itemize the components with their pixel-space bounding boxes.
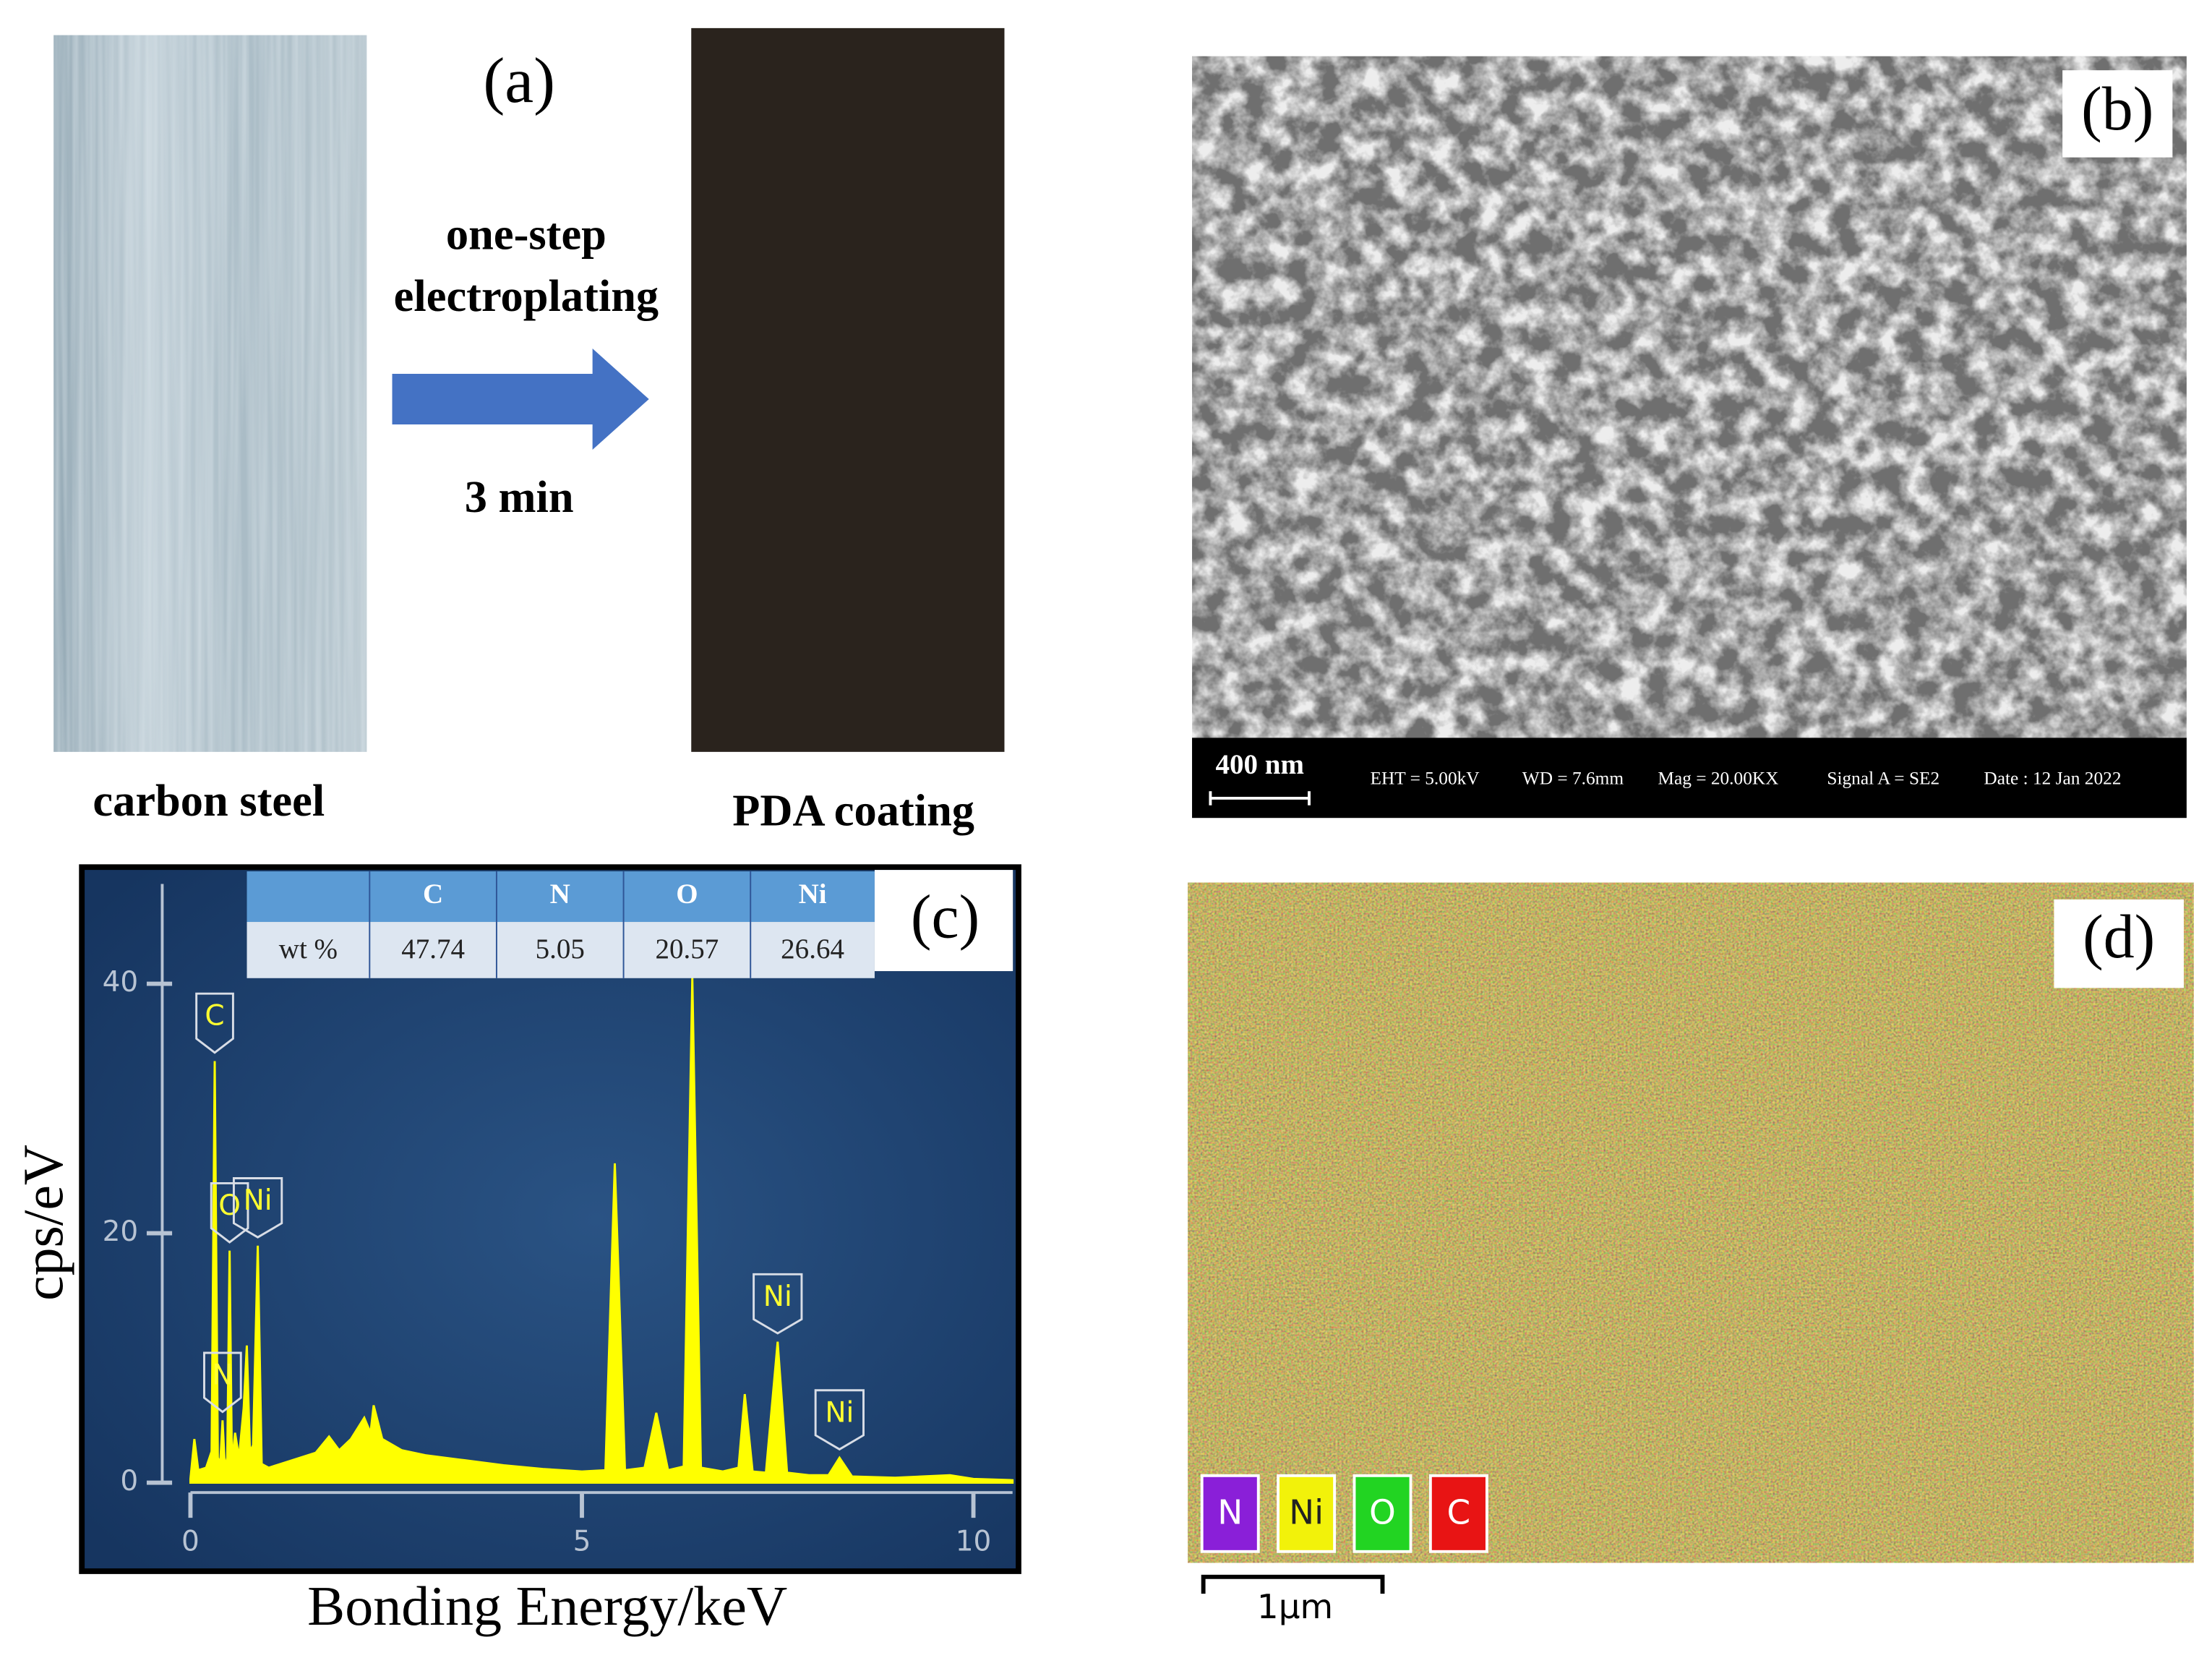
label-box xyxy=(2062,70,2173,158)
table-cell: 20.57 xyxy=(656,933,719,965)
panel-label: (c) xyxy=(911,883,979,952)
row-label: wt % xyxy=(279,933,338,965)
table-cell: 26.64 xyxy=(781,933,844,965)
legend-label: O xyxy=(1369,1494,1396,1533)
scale-bar xyxy=(1209,791,1311,805)
y-tick-label: 40 xyxy=(103,966,139,999)
peak-label-box xyxy=(232,1177,283,1239)
peak-label: Ni xyxy=(244,1184,273,1217)
y-axis-title: cps/eV xyxy=(12,1145,74,1301)
y-tick-label: 0 xyxy=(120,1465,138,1497)
caption: carbon steel xyxy=(93,776,325,826)
caption: PDA coating xyxy=(732,786,974,836)
peak-label: Ni xyxy=(825,1396,854,1429)
column-header: C xyxy=(423,879,443,910)
process-text: electroplating xyxy=(394,271,659,321)
info-text: Date : 12 Jan 2022 xyxy=(1984,769,2121,789)
info-text: Signal A = SE2 xyxy=(1827,769,1939,789)
x-tick-label: 10 xyxy=(956,1526,992,1558)
peak-label: Ni xyxy=(763,1281,792,1313)
x-tick-label: 0 xyxy=(181,1526,200,1558)
scale-bar xyxy=(1201,1574,1385,1594)
peak-label-box xyxy=(753,1273,803,1335)
column-header: O xyxy=(676,879,698,910)
legend-swatch xyxy=(1200,1474,1260,1553)
pda-photo xyxy=(691,27,1005,752)
eds-map-texture xyxy=(1188,882,2194,1563)
info-text: Mag = 20.00KX xyxy=(1658,769,1778,789)
legend-label: C xyxy=(1447,1494,1471,1533)
info-text: WD = 7.6mm xyxy=(1522,769,1624,789)
x-axis-title: Bonding Energy/keV xyxy=(307,1575,787,1637)
x-tick-label: 5 xyxy=(573,1526,591,1558)
legend-label: Ni xyxy=(1289,1494,1324,1533)
panel-label: (d) xyxy=(2083,902,2155,971)
arrow xyxy=(392,349,649,450)
table-cell: 47.74 xyxy=(401,933,465,965)
info-bar xyxy=(1192,738,2187,819)
peak-label: O xyxy=(218,1189,241,1222)
legend-label: N xyxy=(1217,1494,1243,1533)
peak-label-box xyxy=(814,1389,865,1451)
legend-swatch xyxy=(1353,1474,1412,1553)
table-header xyxy=(247,871,875,923)
info-group: EHT = 5.00kV WD = 7.6mm Mag = 20.00KX Signa… xyxy=(1370,769,2121,789)
legend-swatch xyxy=(1428,1474,1488,1553)
peak-label: C xyxy=(205,1000,224,1033)
steel-texture xyxy=(53,35,367,752)
table-row xyxy=(247,922,875,978)
composition-table: wt % C 47.74 N 5.05 O 20.57 Ni 26.64 xyxy=(247,871,875,978)
panel-label: (b) xyxy=(2081,74,2153,143)
spectrum-area xyxy=(189,977,1014,1484)
peak-label-box xyxy=(203,1351,242,1414)
duration: 3 min xyxy=(465,472,574,522)
info-text: EHT = 5.00kV xyxy=(1370,769,1479,789)
process-text: one-step xyxy=(446,210,606,260)
column-header: N xyxy=(550,879,570,910)
legend-swatch xyxy=(1277,1474,1337,1553)
scale-bar-label: 1µm xyxy=(1257,1588,1333,1627)
sem-texture xyxy=(1192,56,2187,740)
legend: N Ni O C xyxy=(1200,1474,1488,1553)
scale-bar-label: 400 nm xyxy=(1215,749,1303,780)
y-tick-label: 20 xyxy=(103,1215,139,1248)
table-cell: 5.05 xyxy=(536,933,585,965)
panel-label: (a) xyxy=(483,45,555,116)
label-box xyxy=(2054,899,2184,988)
label-box xyxy=(874,870,1013,972)
peak-label-box xyxy=(195,992,234,1054)
peak-label: N xyxy=(212,1359,233,1392)
column-header: Ni xyxy=(799,879,827,910)
peak-label-box xyxy=(210,1181,249,1244)
